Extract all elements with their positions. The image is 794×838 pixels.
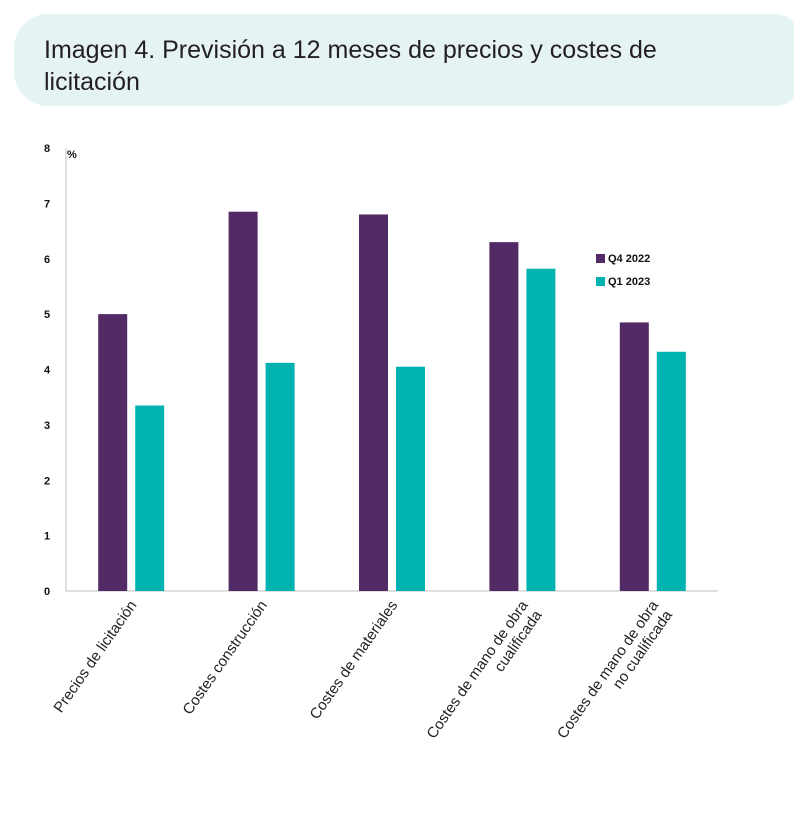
bar-q1-2023 — [135, 405, 165, 591]
bar-q1-2023 — [526, 268, 556, 591]
title-banner — [14, 14, 794, 106]
y-tick-label: 5 — [44, 309, 50, 321]
bar-q1-2023 — [396, 366, 425, 591]
bar-q1-2023 — [656, 351, 686, 591]
category-label: Precios de licitación — [51, 598, 141, 716]
chart-legend: Q4 2022 Q1 2023 — [596, 253, 650, 288]
chart-axes: 0 1 2 3 4 5 6 7 8% — [44, 143, 718, 598]
y-tick-label: 6 — [44, 254, 50, 266]
y-tick-label: 3 — [44, 420, 50, 432]
bar-q4-2022 — [489, 242, 519, 591]
category-labels: Precios de licitación Costes construcción… — [51, 597, 677, 752]
bar-q4-2022 — [619, 322, 649, 591]
bar-q4-2022 — [98, 314, 128, 591]
category-label: Costes de mano de obrano cualificada — [554, 597, 676, 752]
y-tick-label: 7 — [44, 198, 50, 210]
y-unit-label: % — [67, 149, 77, 161]
category-label: Costes de mano de obracualificada — [424, 597, 546, 752]
y-tick-label: 1 — [44, 531, 50, 543]
legend-swatch — [596, 254, 605, 263]
y-tick-label: 8 — [44, 143, 50, 155]
legend-label: Q4 2022 — [608, 253, 650, 265]
category-label: Costes de materiales — [307, 598, 402, 723]
y-tick-label: 4 — [44, 365, 51, 377]
y-tick-label: 2 — [44, 475, 50, 487]
category-label: Costes construcción — [179, 598, 270, 718]
bar-q1-2023 — [265, 362, 295, 591]
legend-label: Q1 2023 — [608, 276, 650, 288]
chart-title: Imagen 4. Previsión a 12 meses de precio… — [44, 36, 657, 96]
bar-q4-2022 — [228, 211, 258, 591]
bar-q4-2022 — [359, 214, 388, 591]
chart-bars — [98, 211, 686, 591]
legend-swatch — [596, 277, 605, 286]
y-tick-label: 0 — [44, 586, 50, 598]
